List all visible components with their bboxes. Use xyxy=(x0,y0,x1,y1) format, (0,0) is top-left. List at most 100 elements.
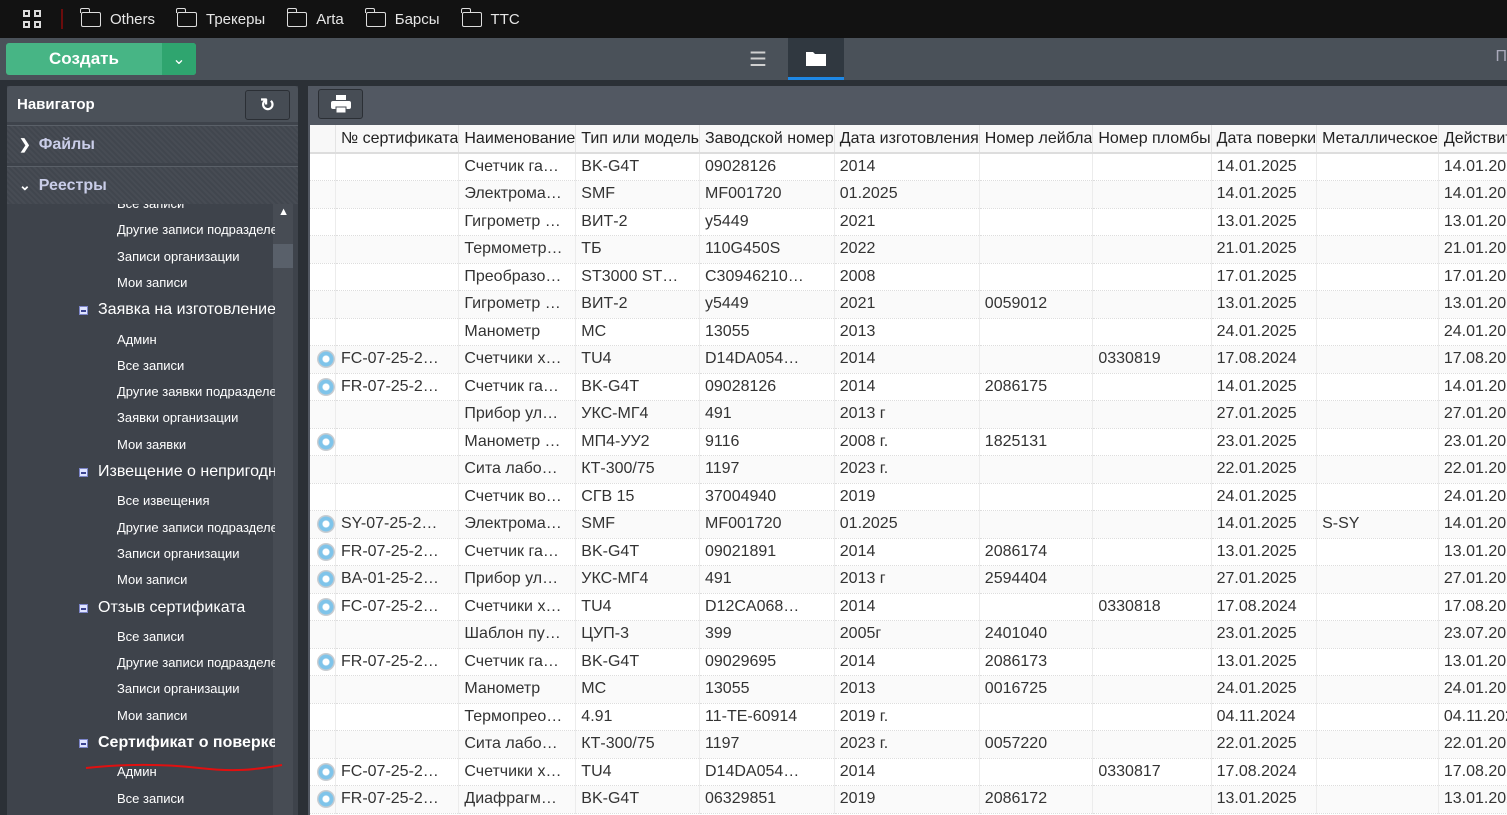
certificate-status-icon[interactable] xyxy=(317,542,335,561)
bookmark-barsy[interactable]: Барсы xyxy=(365,7,440,28)
table-cell: 2019 xyxy=(834,483,980,511)
tree-item[interactable]: Другие заявки подразделений xyxy=(117,384,275,399)
certificate-status-icon[interactable] xyxy=(317,762,335,781)
table-row[interactable]: FC-07-25-2… Счетчики х… TU4 D14DA054… 2014 03… xyxy=(310,758,1507,786)
table-row[interactable]: Преобразо… ST3000 ST… C30946210… 2008 17.01.… xyxy=(310,263,1507,291)
tree-group[interactable]: Извещение о непригодности xyxy=(79,463,275,481)
table-row[interactable]: Счетчик во… СГВ 15 37004940 2019 24.01.2025 2… xyxy=(310,483,1507,511)
table-row[interactable]: Счетчик га… BK-G4T 09028126 2014 14.01.2025 1… xyxy=(310,153,1507,181)
tree-item[interactable]: Мои записи xyxy=(117,572,188,587)
table-row[interactable]: Термопрео… 4.91 11-TE-60914 2019 г. 04.11.20… xyxy=(310,703,1507,731)
bookmark-others[interactable]: Others xyxy=(80,7,155,28)
tree-group[interactable]: Отзыв сертификата xyxy=(79,599,275,617)
apps-grid-icon[interactable] xyxy=(23,10,41,28)
create-dropdown-chevron-down-icon[interactable]: ⌄ xyxy=(162,43,196,75)
bookmark-trekery[interactable]: Трекеры xyxy=(176,7,265,28)
tree-item[interactable]: Все записи xyxy=(117,204,275,211)
table-row[interactable]: FR-07-25-2… Диафрагм… BK-G4T 06329851 2019 20… xyxy=(310,785,1507,814)
table-cell: 09029695 xyxy=(699,648,835,676)
bookmark-arta[interactable]: Arta xyxy=(286,7,344,28)
table-row[interactable]: МанометрМС13055201324.01.202524.01.2026А… xyxy=(310,318,1507,346)
column-header[interactable]: Наименование xyxy=(458,125,577,154)
tree-item[interactable]: Все записи xyxy=(117,791,185,806)
chevron-right-icon: ❯ xyxy=(19,136,31,152)
column-header[interactable]: Металлическое xyxy=(1316,125,1439,154)
create-button[interactable]: Создать xyxy=(49,49,119,68)
column-header[interactable]: Действителен xyxy=(1438,125,1507,154)
tree-item[interactable]: Записи организации xyxy=(117,546,240,561)
table-row[interactable]: Гигрометр … ВИТ-2 у5449 2021 0059012 13.01.20… xyxy=(310,290,1507,319)
certificate-status-icon[interactable] xyxy=(317,432,335,451)
tree-scrollbar-thumb[interactable] xyxy=(273,244,293,268)
table-row[interactable]: Шаблон пу… ЦУП-3 399 2005г 2401040 23.01.2025… xyxy=(310,620,1507,649)
table-row[interactable]: Манометр МС 13055 2013 0016725 24.01.2025 24.0… xyxy=(310,675,1507,704)
column-header[interactable]: Номер лейбла xyxy=(979,125,1094,154)
certificate-status-icon[interactable] xyxy=(317,377,335,396)
tree-item[interactable]: Заявки организации xyxy=(117,410,239,425)
scroll-up-icon[interactable]: ▲ xyxy=(278,206,289,218)
row-status-cell xyxy=(310,785,336,814)
section-files[interactable]: ❯ Файлы xyxy=(7,125,298,163)
table-cell: 01.2025 xyxy=(834,180,980,209)
row-status-cell xyxy=(310,758,336,786)
table-row[interactable]: FR-07-25-2… Счетчик га… BK-G4T 09021891 2014… xyxy=(310,538,1507,566)
folder-view-tab-icon[interactable] xyxy=(788,38,844,80)
table-cell xyxy=(1316,400,1439,429)
app-toolbar: Создать ⌄ ☰ П xyxy=(0,38,1507,80)
table-cell: 17.08.2029 xyxy=(1438,345,1507,374)
table-row[interactable]: FC-07-25-2… Счетчики х… TU4 D14DA054… 2014 03… xyxy=(310,345,1507,374)
table-row[interactable]: Прибор ул… УКС-МГ4 491 2013 г 27.01.2025 27.0… xyxy=(310,400,1507,429)
tree-item[interactable]: Все извещения xyxy=(117,493,210,508)
table-row[interactable]: Гигрометр … ВИТ-2 у5449 2021 13.01.2025 13.01… xyxy=(310,208,1507,236)
collapse-minus-icon[interactable] xyxy=(79,467,88,477)
tree-item[interactable]: Все записи xyxy=(117,629,185,644)
table-row[interactable]: Сита лабо… КТ-300/75 1197 2023 г. 22.01.2025… xyxy=(310,455,1507,484)
table-row[interactable]: Манометр … МП4-УУ2 9116 2008 г. 1825131 23.01… xyxy=(310,428,1507,456)
certificate-status-icon[interactable] xyxy=(317,652,335,671)
print-button[interactable] xyxy=(318,89,363,119)
table-row[interactable]: Сита лабо… КТ-300/75 1197 2023 г. 0057220 22.… xyxy=(310,730,1507,759)
table-row[interactable]: BA-01-25-2… Прибор ул… УКС-МГ4 491 2013 г 259… xyxy=(310,565,1507,594)
table-row[interactable]: FR-07-25-2… Счетчик га… BK-G4T 09029695 2014… xyxy=(310,648,1507,676)
tree-item[interactable]: Мои заявки xyxy=(117,437,187,452)
table-cell xyxy=(1092,428,1212,456)
collapse-minus-icon[interactable] xyxy=(79,305,88,315)
list-view-icon[interactable]: ☰ xyxy=(749,48,767,71)
table-row[interactable]: Термометр… ТБ 110G450S 2022 21.01.2025 21.01.… xyxy=(310,235,1507,264)
column-header[interactable]: Номер пломбы xyxy=(1092,125,1212,154)
certificate-status-icon[interactable] xyxy=(317,350,335,369)
certificate-status-icon[interactable] xyxy=(317,597,335,616)
column-header[interactable] xyxy=(310,125,336,154)
column-header[interactable]: № сертификата xyxy=(335,125,460,154)
tree-item[interactable]: Другие записи подразделений xyxy=(117,655,275,670)
column-header[interactable]: Дата поверки xyxy=(1211,125,1318,154)
tree-item[interactable]: Другие записи подразделений xyxy=(117,520,275,535)
collapse-minus-icon[interactable] xyxy=(79,738,88,748)
tree-group[interactable]: Заявка на изготовление xyxy=(79,301,275,319)
tree-item[interactable]: Записи организации xyxy=(117,681,240,696)
column-header[interactable]: Заводской номер xyxy=(699,125,835,154)
column-header[interactable]: Дата изготовления xyxy=(834,125,980,154)
certificate-status-icon[interactable] xyxy=(317,515,335,534)
collapse-minus-icon[interactable] xyxy=(79,603,88,613)
tree-scrollbar[interactable] xyxy=(273,204,293,815)
table-row[interactable]: FC-07-25-2… Счетчики х… TU4 D12CA068… 2014 03… xyxy=(310,593,1507,621)
tree-item[interactable]: Мои записи xyxy=(117,275,188,290)
tree-item[interactable]: Админ xyxy=(117,332,157,347)
tree-item[interactable]: Записи организации xyxy=(117,249,240,264)
tree-item[interactable]: Мои записи xyxy=(117,708,188,723)
section-registries[interactable]: ⌄ Реестры xyxy=(7,166,298,204)
tree-item[interactable]: Другие записи подразделений xyxy=(117,222,275,237)
table-row[interactable]: SY-07-25-2… Электрома… SMF MF001720 01.2025 1… xyxy=(310,510,1507,539)
tree-item[interactable]: Все записи xyxy=(117,358,185,373)
certificate-status-icon[interactable] xyxy=(317,570,335,589)
column-header[interactable]: Тип или модель xyxy=(575,125,700,154)
row-status-cell xyxy=(310,263,336,291)
tree-group[interactable]: Сертификат о поверке xyxy=(79,734,275,752)
table-row[interactable]: Электрома… SMF MF001720 01.2025 14.01.2025 14… xyxy=(310,180,1507,209)
bookmark-tts[interactable]: ТТС xyxy=(460,7,520,28)
certificate-status-icon[interactable] xyxy=(317,790,335,809)
refresh-icon[interactable]: ↻ xyxy=(245,90,290,120)
tree-item[interactable]: Админ xyxy=(117,764,157,779)
table-row[interactable]: FR-07-25-2… Счетчик га… BK-G4T 09028126 2014… xyxy=(310,373,1507,401)
